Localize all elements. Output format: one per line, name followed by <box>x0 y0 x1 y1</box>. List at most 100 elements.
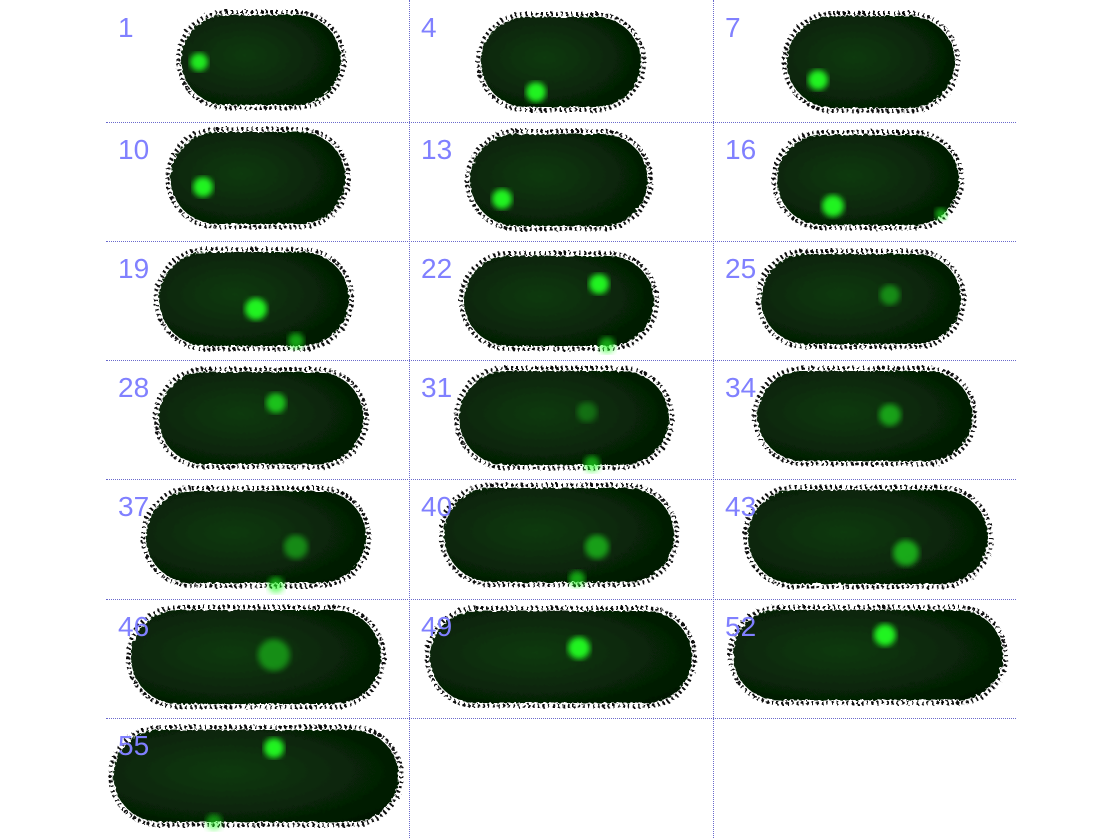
fluorescent-spot <box>492 189 512 209</box>
frame-panel: 16 <box>713 122 1016 241</box>
grid-divider-horizontal <box>106 599 1016 600</box>
bacterium-image <box>756 249 966 349</box>
cell-outline <box>425 606 697 708</box>
cell-outline <box>752 366 978 466</box>
frame-number-label: 22 <box>421 253 453 284</box>
fluorescent-spot <box>284 535 308 559</box>
frame-number-label: 28 <box>118 372 150 403</box>
fluorescent-spot <box>266 393 286 413</box>
frame-number-label: 34 <box>725 372 757 403</box>
cell-outline <box>141 486 371 588</box>
frame-number-label: 16 <box>725 134 757 165</box>
frame-panel: 25 <box>713 241 1016 360</box>
bacterium-image <box>454 366 674 472</box>
frame-number-label: 7 <box>725 12 741 43</box>
grid-divider-horizontal <box>106 479 1016 480</box>
cell-outline <box>459 251 659 351</box>
frame-number-label: 37 <box>118 491 150 522</box>
frame-panel: 19 <box>106 241 409 360</box>
cell-outline <box>454 366 674 470</box>
fluorescent-spot <box>935 208 947 220</box>
fluorescent-spot <box>568 637 590 659</box>
bacterium-image <box>459 251 659 353</box>
cell-outline <box>772 130 964 230</box>
frame-number-label: 1 <box>118 12 134 43</box>
frame-number-label: 46 <box>118 611 150 642</box>
frame-panel: 43 <box>713 479 1016 598</box>
cell-body <box>113 730 399 822</box>
cell-outline <box>154 247 354 351</box>
fluorescent-spot <box>258 639 290 671</box>
frame-number-label: 4 <box>421 12 437 43</box>
frame-panel: 28 <box>106 360 409 479</box>
bacterium-image <box>176 10 346 110</box>
bacterium-image <box>465 129 653 231</box>
bacterium-image <box>743 485 993 589</box>
cell-outline <box>165 127 351 229</box>
cell-body <box>170 132 346 224</box>
grid-divider-horizontal <box>106 360 1016 361</box>
bacterium-image <box>154 247 354 351</box>
grid-divider-vertical <box>713 0 714 838</box>
fluorescent-spot <box>822 195 844 217</box>
frame-panel: 52 <box>713 599 1016 718</box>
cell-body <box>430 611 692 703</box>
cell-body <box>444 488 674 582</box>
fluorescent-spot <box>206 814 222 830</box>
fluorescent-spot <box>879 404 901 426</box>
fluorescent-spot <box>874 624 896 646</box>
cell-outline <box>476 12 646 112</box>
cell-outline <box>439 483 679 587</box>
frame-panel: 1 <box>106 0 409 119</box>
frame-panel: 13 <box>409 122 712 241</box>
bacterium-image <box>153 367 369 469</box>
cell-body <box>470 134 648 226</box>
cell-outline <box>153 367 369 469</box>
bacterium-image <box>165 127 351 229</box>
grid-divider-horizontal <box>106 122 1016 123</box>
frame-number-label: 55 <box>118 730 150 761</box>
cell-outline <box>108 725 404 827</box>
frame-number-label: 19 <box>118 253 150 284</box>
cell-body <box>181 15 341 105</box>
bacterium-image <box>476 12 646 112</box>
fluorescent-spot <box>569 571 585 587</box>
cell-body <box>777 135 959 225</box>
bacterium-image <box>772 130 964 230</box>
cell-outline <box>728 605 1008 705</box>
grid-divider-vertical <box>409 0 410 838</box>
frame-panel: 4 <box>409 0 712 119</box>
fluorescent-spot <box>526 82 546 102</box>
frame-number-label: 43 <box>725 491 757 522</box>
fluorescent-spot <box>193 177 213 197</box>
grid-divider-horizontal <box>106 718 1016 719</box>
fluorescent-spot <box>268 577 284 593</box>
bacterium-image <box>752 366 978 466</box>
fluorescent-spot <box>245 298 267 320</box>
fluorescent-spot <box>288 333 304 349</box>
cell-body <box>131 610 381 704</box>
fluorescent-spot <box>589 274 609 294</box>
cell-outline <box>126 605 386 709</box>
fluorescent-spot <box>880 285 900 305</box>
frame-panel: 55 <box>106 718 409 837</box>
frame-number-label: 13 <box>421 134 453 165</box>
frame-number-label: 25 <box>725 253 757 284</box>
fluorescent-spot <box>190 53 208 71</box>
frame-panel: 34 <box>713 360 1016 479</box>
frame-number-label: 52 <box>725 611 757 642</box>
bacterium-image <box>728 605 1008 705</box>
cell-outline <box>176 10 346 110</box>
cell-body <box>761 254 961 344</box>
bacterium-image <box>108 725 404 830</box>
bacterium-image <box>425 606 697 708</box>
fluorescent-spot <box>585 535 609 559</box>
grid-divider-horizontal <box>106 241 1016 242</box>
frame-number-label: 31 <box>421 372 453 403</box>
cell-body <box>464 256 654 346</box>
fluorescent-spot <box>577 402 597 422</box>
frame-panel: 10 <box>106 122 409 241</box>
frame-panel: 40 <box>409 479 712 598</box>
cell-outline <box>743 485 993 589</box>
